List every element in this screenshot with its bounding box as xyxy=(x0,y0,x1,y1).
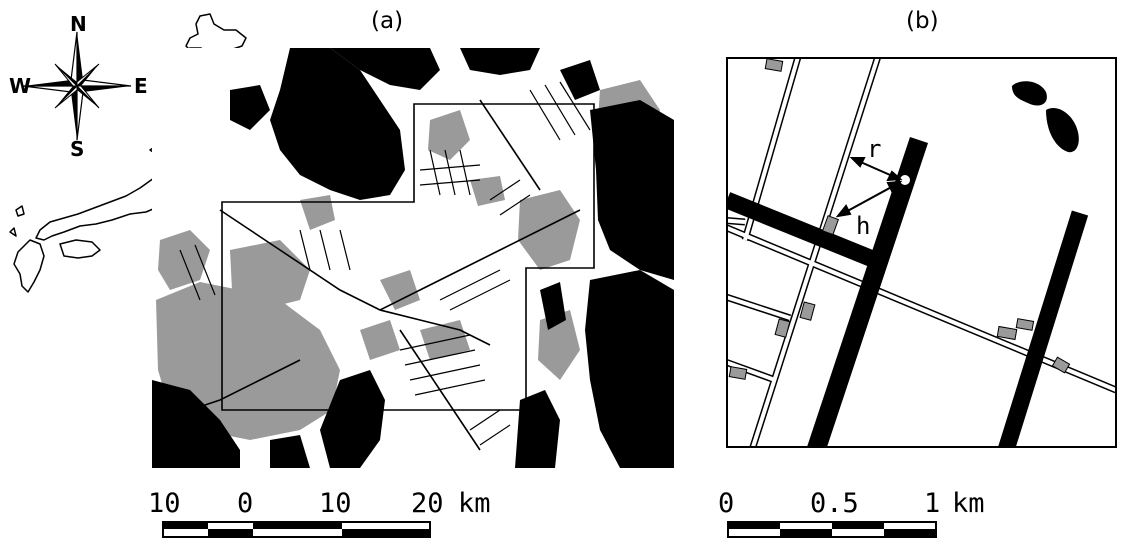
scale-a-tick-1: 0 xyxy=(237,488,254,519)
panel-a-title: (a) xyxy=(371,8,404,34)
scale-a-tick-3: 20 xyxy=(411,488,444,519)
distance-label-h: h xyxy=(856,212,871,240)
distance-label-r: r xyxy=(867,135,882,163)
detail-map-frame xyxy=(726,57,1117,448)
scale-b-tick-1: 0.5 xyxy=(810,488,859,519)
scale-a-tick-0: 10 xyxy=(148,488,181,519)
compass-west-label: W xyxy=(9,74,32,98)
scale-b-tick-0: 0 xyxy=(718,488,735,519)
compass-east-label: E xyxy=(134,74,148,98)
compass-south-label: S xyxy=(70,137,85,161)
scale-a-unit: km xyxy=(458,488,491,519)
panel-b-title: (b) xyxy=(906,8,939,34)
compass-north-label: N xyxy=(70,12,87,36)
study-area-outline xyxy=(221,103,595,411)
scale-b-unit: km xyxy=(952,488,985,519)
scale-a-tick-2: 10 xyxy=(319,488,352,519)
scale-b-tick-2: 1 xyxy=(924,488,941,519)
